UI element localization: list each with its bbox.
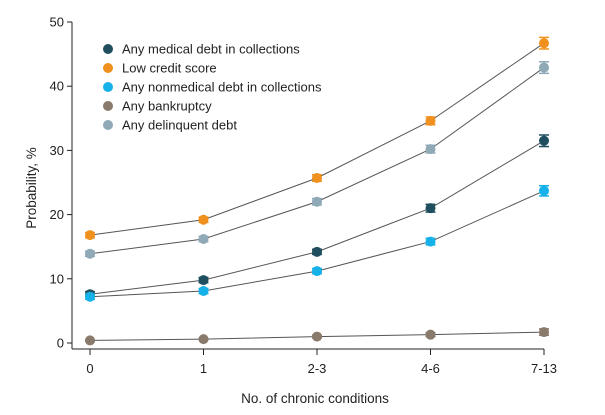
legend-marker xyxy=(103,120,113,130)
data-point xyxy=(539,327,549,338)
data-point xyxy=(198,334,209,345)
series-any-nonmedical-debt-in-collections xyxy=(85,184,549,302)
data-point xyxy=(312,196,322,207)
data-point xyxy=(198,285,209,296)
legend-label: Low credit score xyxy=(122,61,217,76)
data-point xyxy=(312,266,322,277)
y-tick-label: 50 xyxy=(50,15,64,30)
y-tick-label: 30 xyxy=(50,143,64,158)
legend-label: Any delinquent debt xyxy=(122,118,237,133)
data-point xyxy=(539,135,549,146)
data-point xyxy=(425,144,436,155)
data-point xyxy=(85,230,95,241)
x-tick-label: 4-6 xyxy=(421,361,440,376)
y-tick-label: 40 xyxy=(50,79,64,94)
legend-label: Any medical debt in collections xyxy=(122,42,300,57)
data-point xyxy=(425,115,436,126)
y-tick-label: 20 xyxy=(50,207,64,222)
series-group xyxy=(85,36,549,346)
y-tick-label: 10 xyxy=(50,271,64,286)
x-axis-title: No. of chronic conditions xyxy=(241,391,389,406)
axes: 0 10 20 30 40 50 0 1 2-3 4-6 7-13 xyxy=(50,15,557,377)
x-tick-label: 0 xyxy=(86,361,93,376)
data-point xyxy=(312,246,322,257)
series-any-bankruptcy xyxy=(85,327,549,346)
legend-marker xyxy=(103,101,113,111)
legend-label: Any bankruptcy xyxy=(122,99,212,114)
series-any-delinquent-debt xyxy=(85,61,549,259)
x-tick-label: 2-3 xyxy=(308,361,327,376)
data-point xyxy=(85,335,95,346)
data-point xyxy=(539,62,549,73)
data-point xyxy=(539,38,549,49)
data-point xyxy=(539,185,549,196)
y-axis-title: Probability, % xyxy=(24,147,39,229)
data-point xyxy=(312,331,322,342)
x-tick-label: 1 xyxy=(200,361,207,376)
data-point xyxy=(85,291,95,302)
legend: Any medical debt in collections Low credi… xyxy=(103,42,322,133)
series-any-medical-debt-in-collections xyxy=(85,134,549,300)
data-point xyxy=(198,214,209,225)
data-point xyxy=(425,329,436,340)
y-tick-label: 0 xyxy=(57,336,64,351)
x-tick-label: 7-13 xyxy=(531,361,557,376)
legend-marker xyxy=(103,44,113,54)
data-point xyxy=(425,203,436,214)
legend-label: Any nonmedical debt in collections xyxy=(122,80,322,95)
data-point xyxy=(198,275,209,286)
data-point xyxy=(312,173,322,184)
data-point xyxy=(85,248,95,259)
series-low-credit-score xyxy=(85,36,549,241)
legend-marker xyxy=(103,63,113,73)
data-point xyxy=(425,236,436,247)
data-point xyxy=(198,233,209,244)
legend-marker xyxy=(103,82,113,92)
